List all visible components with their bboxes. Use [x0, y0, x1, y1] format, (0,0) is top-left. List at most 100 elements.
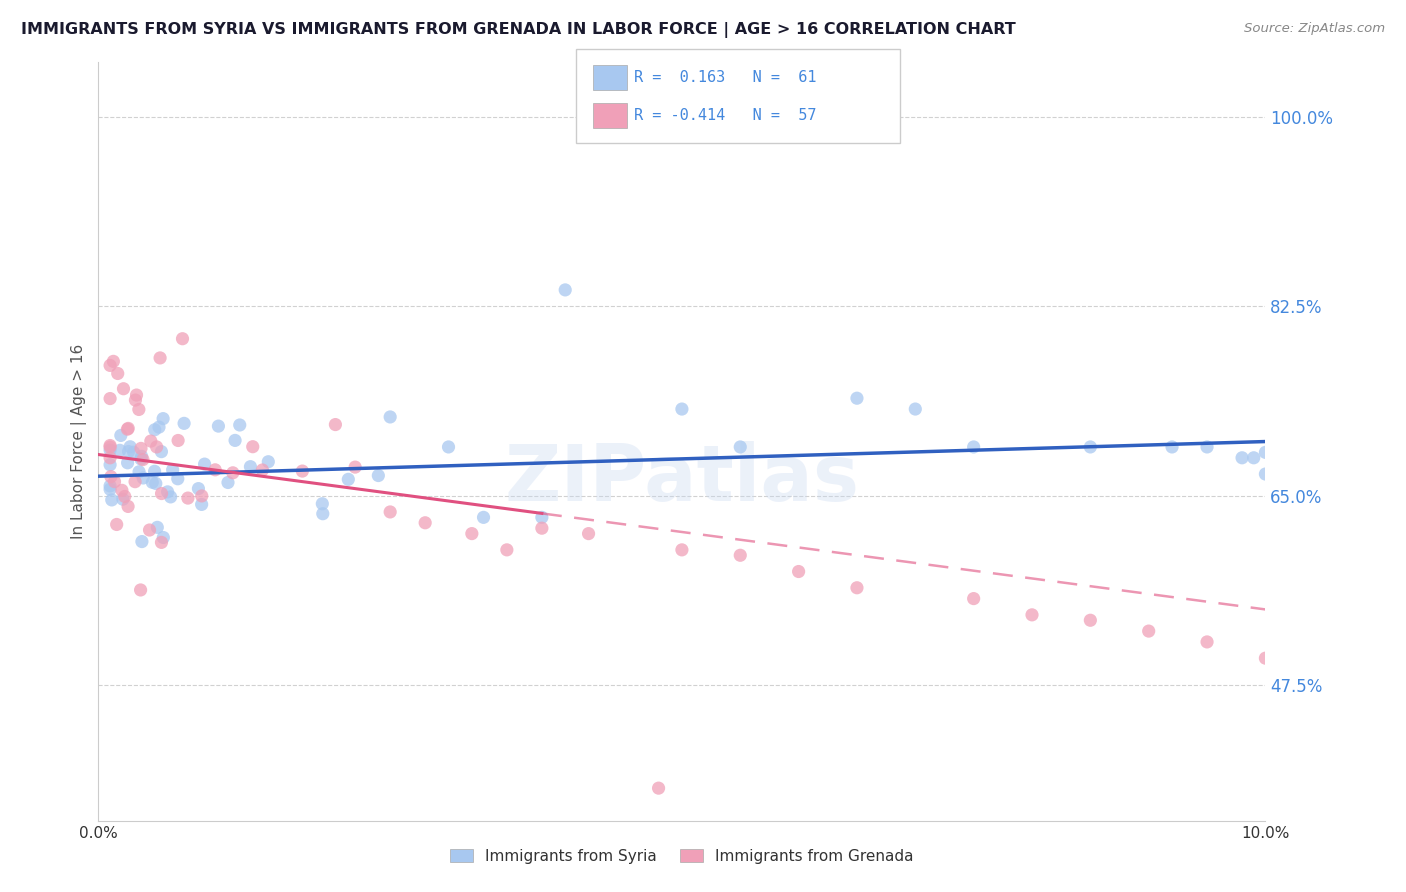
Point — [108, 443, 131, 458]
Point — [100, 469, 122, 483]
Point — [242, 440, 264, 454]
Point — [129, 452, 152, 467]
Point — [131, 534, 153, 549]
Point — [145, 476, 167, 491]
Point — [98, 443, 121, 458]
Point — [530, 510, 553, 524]
Point — [325, 417, 347, 432]
Point — [367, 468, 389, 483]
Point — [98, 479, 121, 493]
Point — [172, 332, 194, 346]
Point — [437, 440, 460, 454]
Point — [132, 452, 155, 467]
Point — [143, 423, 166, 437]
Point — [671, 402, 693, 417]
Point — [1021, 607, 1043, 622]
Point — [132, 471, 155, 485]
Point — [159, 490, 181, 504]
Point — [1243, 450, 1265, 465]
Point — [496, 542, 519, 557]
Point — [846, 391, 869, 405]
Point — [1137, 624, 1160, 639]
Point — [224, 434, 246, 448]
Point — [413, 516, 436, 530]
Point — [337, 472, 360, 486]
Point — [1195, 635, 1218, 649]
Point — [152, 411, 174, 425]
Point — [111, 483, 134, 498]
Point — [149, 351, 172, 365]
Point — [112, 382, 135, 396]
Point — [122, 445, 145, 459]
Point — [1254, 445, 1277, 459]
Point — [98, 450, 121, 465]
Point — [1254, 467, 1277, 481]
Point — [129, 442, 152, 456]
Point — [117, 456, 139, 470]
Point — [131, 450, 153, 464]
Point — [117, 444, 139, 458]
Point — [129, 582, 152, 597]
Point — [162, 463, 184, 477]
Point — [312, 507, 335, 521]
Point — [207, 419, 229, 434]
Point — [239, 459, 262, 474]
Point — [128, 465, 150, 479]
Point — [252, 463, 274, 477]
Point — [103, 475, 125, 489]
Point — [166, 472, 188, 486]
Point — [150, 444, 173, 458]
Text: ZIPatlas: ZIPatlas — [505, 442, 859, 517]
Point — [193, 457, 215, 471]
Point — [647, 781, 669, 796]
Text: R =  0.163   N =  61: R = 0.163 N = 61 — [634, 70, 817, 85]
Point — [1161, 440, 1184, 454]
Point — [167, 434, 190, 448]
Point — [98, 483, 121, 497]
Point — [110, 428, 132, 442]
Point — [229, 417, 252, 432]
Point — [105, 517, 128, 532]
Point — [962, 591, 984, 606]
Point — [257, 455, 280, 469]
Point — [554, 283, 576, 297]
Point — [150, 486, 173, 500]
Point — [1230, 450, 1253, 465]
Point — [1080, 440, 1102, 454]
Point — [150, 535, 173, 549]
Text: Source: ZipAtlas.com: Source: ZipAtlas.com — [1244, 22, 1385, 36]
Point — [472, 510, 495, 524]
Point — [1195, 440, 1218, 454]
Point — [98, 438, 121, 452]
Point — [671, 542, 693, 557]
Text: IMMIGRANTS FROM SYRIA VS IMMIGRANTS FROM GRENADA IN LABOR FORCE | AGE > 16 CORRE: IMMIGRANTS FROM SYRIA VS IMMIGRANTS FROM… — [21, 22, 1017, 38]
Text: R = -0.414   N =  57: R = -0.414 N = 57 — [634, 109, 817, 123]
Point — [380, 505, 402, 519]
Point — [141, 475, 163, 490]
Point — [217, 475, 239, 490]
Point — [98, 458, 121, 472]
Point — [128, 402, 150, 417]
Point — [190, 489, 212, 503]
Legend: Immigrants from Syria, Immigrants from Grenada: Immigrants from Syria, Immigrants from G… — [444, 843, 920, 870]
Point — [311, 497, 333, 511]
Point — [190, 497, 212, 511]
Point — [730, 440, 752, 454]
Point — [107, 367, 129, 381]
Point — [146, 520, 169, 534]
Point — [117, 422, 139, 436]
Point — [222, 466, 245, 480]
Point — [98, 440, 121, 454]
Point — [148, 420, 170, 434]
Point — [730, 548, 752, 563]
Point — [98, 359, 121, 373]
Point — [962, 440, 984, 454]
Point — [98, 392, 121, 406]
Point — [461, 526, 484, 541]
Point — [173, 417, 195, 431]
Point — [145, 440, 167, 454]
Point — [1080, 613, 1102, 627]
Point — [152, 531, 174, 545]
Point — [138, 523, 160, 537]
Point — [100, 492, 122, 507]
